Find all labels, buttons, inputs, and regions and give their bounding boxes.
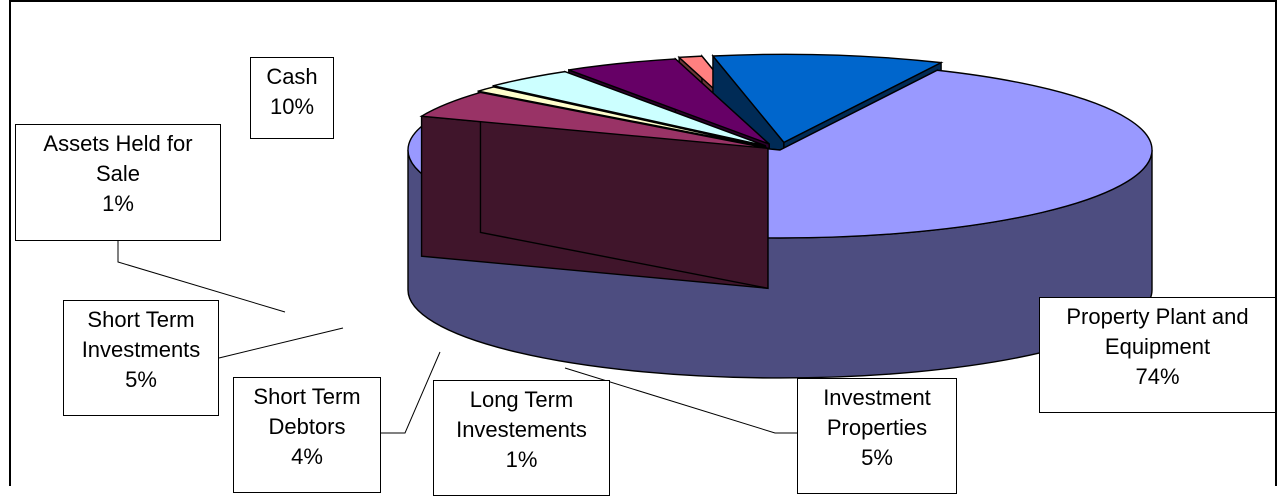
leader-short-term-investments	[218, 327, 344, 359]
leader-assets-held-for-sale	[117, 241, 286, 313]
label-long-term-investements: Long Term Investements 1%	[433, 380, 610, 496]
label-investment-properties: Investment Properties 5%	[797, 378, 957, 494]
label-short-term-investments: Short Term Investments 5%	[63, 300, 219, 416]
label-cash: Cash 10%	[250, 57, 334, 139]
leader-investment-properties	[564, 367, 797, 434]
label-property-plant-and-equipment: Property Plant and Equipment 74%	[1039, 297, 1276, 413]
label-short-term-debtors: Short Term Debtors 4%	[233, 377, 381, 493]
slice-top-cash	[711, 53, 944, 144]
chart-svg	[9, 0, 1277, 486]
slice-investment-properties	[419, 91, 769, 290]
leader-short-term-debtors	[381, 351, 441, 434]
slice-top-long-term-investments	[478, 86, 766, 148]
pie-layer	[407, 53, 1153, 379]
slice-top-short-term-debtors	[493, 70, 766, 147]
slice-top-short-term-investments	[568, 58, 770, 145]
label-assets-held-for-sale: Assets Held for Sale 1%	[15, 124, 221, 241]
leader-lines	[117, 241, 797, 434]
slice-top-investment-properties	[419, 91, 769, 149]
